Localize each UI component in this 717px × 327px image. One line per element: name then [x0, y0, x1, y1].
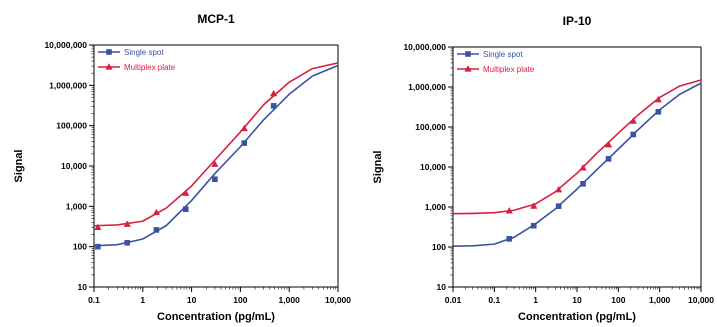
- chart-1-legend-multiplex-plate-label: Multiplex plate: [483, 65, 535, 74]
- chart-0-y-tick-label: 1,000: [66, 201, 88, 211]
- chart-0-legend-multiplex-plate-marker: [105, 63, 113, 70]
- chart-1-single-spot-point: [655, 108, 662, 115]
- chart-0-single-spot-series: [93, 64, 339, 250]
- chart-1-single-spot-point: [530, 222, 537, 229]
- chart-1-y-tick-label: 100,000: [415, 122, 446, 132]
- chart-0-multiplex-plate-point: [94, 223, 102, 231]
- chart-1-legend-multiplex-plate-marker: [464, 65, 472, 72]
- chart-0-x-axis-label: Concentration (pg/mL): [157, 311, 275, 323]
- chart-1-multiplex-plate-point: [654, 95, 662, 103]
- chart-0-title: MCP-1: [197, 12, 235, 26]
- chart-1-single-spot-fit-curve: [452, 82, 702, 247]
- chart-1-multiplex-plate-point: [604, 140, 613, 148]
- chart-0-y-tick-label: 10: [78, 282, 88, 292]
- chart-1-multiplex-plate-point: [629, 117, 637, 124]
- chart-0-x-tick-label: 0.1: [88, 295, 100, 305]
- chart-0-x-tick-label: 10,000: [325, 295, 351, 305]
- chart-0-multiplex-plate-point: [123, 220, 131, 227]
- chart-1-title: IP-10: [563, 14, 592, 28]
- chart-1-x-axis-label: Concentration (pg/mL): [518, 311, 636, 323]
- chart-0-single-spot-fit-curve: [93, 64, 339, 247]
- chart-1-single-spot-point: [555, 203, 562, 209]
- chart-1-single-spot-point: [630, 131, 637, 138]
- chart-0-multiplex-plate-point: [152, 208, 161, 216]
- chart-1-multiplex-plate-series: [452, 79, 702, 215]
- chart-1-single-spot-series: [452, 82, 702, 247]
- chart-mcp-1: MCP-1 10 100 1,000 10,000 100,000 1,000,000 10,…: [13, 12, 351, 323]
- chart-1-x-tick-label: 1,000: [649, 295, 671, 305]
- chart-1-x-tick-label: 0.1: [488, 295, 500, 305]
- chart-0-x-tick-label: 100: [233, 295, 247, 305]
- chart-1-y-tick-label: 1,000,000: [408, 82, 446, 92]
- chart-0-x-tick-label: 1,000: [279, 295, 301, 305]
- chart-1-y-axis-label: Signal: [372, 150, 384, 183]
- chart-1-single-spot-point: [580, 181, 586, 187]
- chart-0-single-spot-point: [95, 243, 101, 250]
- chart-0-x-tick-label: 10: [187, 295, 197, 305]
- chart-1-legend-single-spot-marker: [465, 51, 471, 57]
- chart-0-single-spot-point: [270, 103, 277, 109]
- chart-1-x-tick-label: 0.01: [445, 295, 462, 305]
- chart-1-legend-single-spot-label: Single spot: [483, 50, 523, 59]
- chart-1-single-spot-point: [605, 156, 612, 162]
- chart-0-x-tick-label: 1: [140, 295, 145, 305]
- chart-0-single-spot-point: [241, 140, 248, 146]
- chart-0-single-spot-point: [153, 227, 160, 233]
- chart-1-multiplex-plate-fit-curve: [452, 79, 702, 215]
- chart-1-x-tick-label: 100: [611, 295, 625, 305]
- chart-1-single-spot-point: [506, 236, 513, 242]
- chart-0-legend-single-spot-marker: [106, 49, 112, 55]
- chart-0-y-tick-label: 100,000: [56, 121, 87, 131]
- chart-0-y-tick-label: 1,000,000: [49, 80, 87, 90]
- chart-1-y-tick-label: 10,000: [420, 162, 446, 172]
- chart-1-multiplex-plate-point: [530, 202, 538, 209]
- chart-0-single-spot-point: [212, 176, 218, 183]
- chart-0-multiplex-plate-series: [93, 62, 339, 231]
- chart-0-single-spot-point: [124, 239, 131, 246]
- chart-0-multiplex-plate-fit-curve: [93, 62, 339, 227]
- chart-1-legend: Single spot Multiplex plate: [457, 50, 535, 74]
- chart-0-legend-single-spot-label: Single spot: [124, 48, 164, 57]
- chart-1-multiplex-plate-point: [579, 164, 587, 171]
- chart-0-multiplex-plate-point: [211, 160, 219, 167]
- chart-0-y-tick-label: 10,000,000: [44, 40, 87, 50]
- chart-0-multiplex-plate-point: [182, 189, 190, 196]
- chart-1-x-tick-label: 1: [533, 295, 538, 305]
- chart-0-legend-multiplex-plate-label: Multiplex plate: [124, 63, 176, 72]
- chart-0-multiplex-plate-point: [240, 124, 248, 132]
- chart-0-y-tick-label: 100: [73, 242, 87, 252]
- chart-0-single-spot-point: [182, 206, 189, 212]
- chart-1-y-tick-label: 10,000,000: [403, 42, 446, 52]
- chart-1-plot-frame: [452, 46, 702, 288]
- chart-0-multiplex-plate-point: [270, 89, 278, 97]
- chart-ip-10: IP-10 10 100 1,000 10,000 100,000 1,000,000 10,…: [372, 14, 714, 323]
- chart-1-x-tick-label: 10,000: [688, 295, 714, 305]
- chart-1-multiplex-plate-point: [505, 207, 513, 214]
- chart-1-x-tick-label: 10: [572, 295, 582, 305]
- chart-1-y-tick-label: 1,000: [425, 202, 447, 212]
- chart-1-y-tick-label: 100: [432, 242, 446, 252]
- chart-0-legend: Single spot Multiplex plate: [98, 48, 176, 72]
- chart-1-y-tick-label: 10: [437, 282, 447, 292]
- chart-0-y-axis-label: Signal: [13, 149, 25, 182]
- chart-0-y-tick-label: 10,000: [61, 161, 87, 171]
- chart-1-multiplex-plate-point: [555, 185, 563, 193]
